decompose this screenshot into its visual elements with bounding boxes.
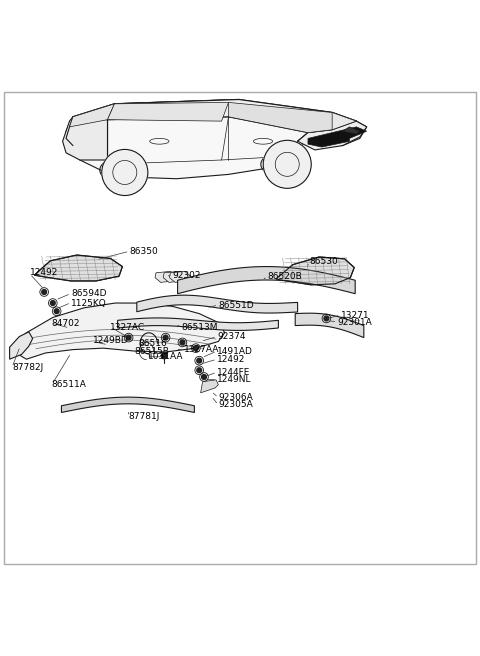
- Text: 86516: 86516: [138, 339, 167, 348]
- Polygon shape: [73, 100, 356, 130]
- Text: 92301A: 92301A: [337, 318, 372, 327]
- Text: 12492: 12492: [30, 268, 58, 277]
- Polygon shape: [201, 380, 218, 393]
- Circle shape: [163, 335, 168, 340]
- Text: 1327AC: 1327AC: [110, 323, 145, 331]
- Text: 1327AA: 1327AA: [184, 345, 219, 354]
- Text: 13271: 13271: [341, 310, 370, 319]
- Polygon shape: [322, 137, 339, 141]
- Text: 92305A: 92305A: [218, 400, 253, 409]
- Circle shape: [263, 140, 311, 188]
- Polygon shape: [276, 257, 354, 285]
- Text: 1125KQ: 1125KQ: [71, 298, 107, 308]
- Polygon shape: [61, 397, 194, 413]
- Polygon shape: [298, 121, 367, 150]
- Circle shape: [180, 340, 185, 345]
- Polygon shape: [62, 117, 108, 160]
- Circle shape: [42, 289, 47, 295]
- Polygon shape: [308, 127, 367, 147]
- Text: 12492: 12492: [217, 355, 245, 363]
- Text: 1244FE: 1244FE: [217, 367, 251, 377]
- Text: 92306A: 92306A: [218, 393, 253, 402]
- Text: 84702: 84702: [52, 319, 80, 328]
- Polygon shape: [343, 127, 360, 134]
- Polygon shape: [70, 104, 114, 127]
- Text: 1031AA: 1031AA: [148, 352, 183, 361]
- Polygon shape: [10, 332, 33, 359]
- Text: 86594D: 86594D: [71, 289, 107, 298]
- Polygon shape: [228, 102, 332, 133]
- Text: 1491AD: 1491AD: [217, 346, 253, 356]
- Circle shape: [102, 150, 148, 195]
- Text: 86520B: 86520B: [268, 272, 302, 281]
- Polygon shape: [308, 112, 356, 133]
- Text: 1249BD: 1249BD: [93, 337, 128, 346]
- Polygon shape: [178, 266, 355, 294]
- Circle shape: [197, 368, 202, 373]
- Circle shape: [126, 335, 131, 340]
- Text: 86350: 86350: [130, 247, 158, 256]
- Text: 86551D: 86551D: [218, 301, 254, 310]
- Polygon shape: [155, 272, 176, 282]
- Circle shape: [197, 358, 202, 363]
- Polygon shape: [137, 295, 298, 313]
- Circle shape: [50, 300, 55, 306]
- Polygon shape: [295, 313, 364, 338]
- Circle shape: [324, 316, 329, 321]
- Text: 92302: 92302: [173, 271, 201, 279]
- Polygon shape: [35, 255, 122, 281]
- Text: 87782J: 87782J: [12, 363, 43, 372]
- Text: 86511A: 86511A: [52, 380, 87, 389]
- Text: 92374: 92374: [217, 332, 245, 341]
- Circle shape: [54, 309, 59, 314]
- Circle shape: [193, 346, 198, 350]
- Polygon shape: [13, 303, 225, 359]
- Text: 86515B: 86515B: [134, 346, 169, 356]
- Polygon shape: [118, 318, 278, 331]
- Circle shape: [202, 375, 206, 379]
- Polygon shape: [163, 272, 184, 282]
- Text: 87781J: 87781J: [129, 413, 160, 421]
- Polygon shape: [169, 272, 191, 282]
- Text: 86530: 86530: [310, 257, 338, 266]
- Text: 1249NL: 1249NL: [217, 375, 252, 384]
- Text: 86513M: 86513M: [181, 323, 218, 331]
- Polygon shape: [108, 102, 228, 121]
- Circle shape: [161, 353, 167, 359]
- Polygon shape: [66, 117, 308, 178]
